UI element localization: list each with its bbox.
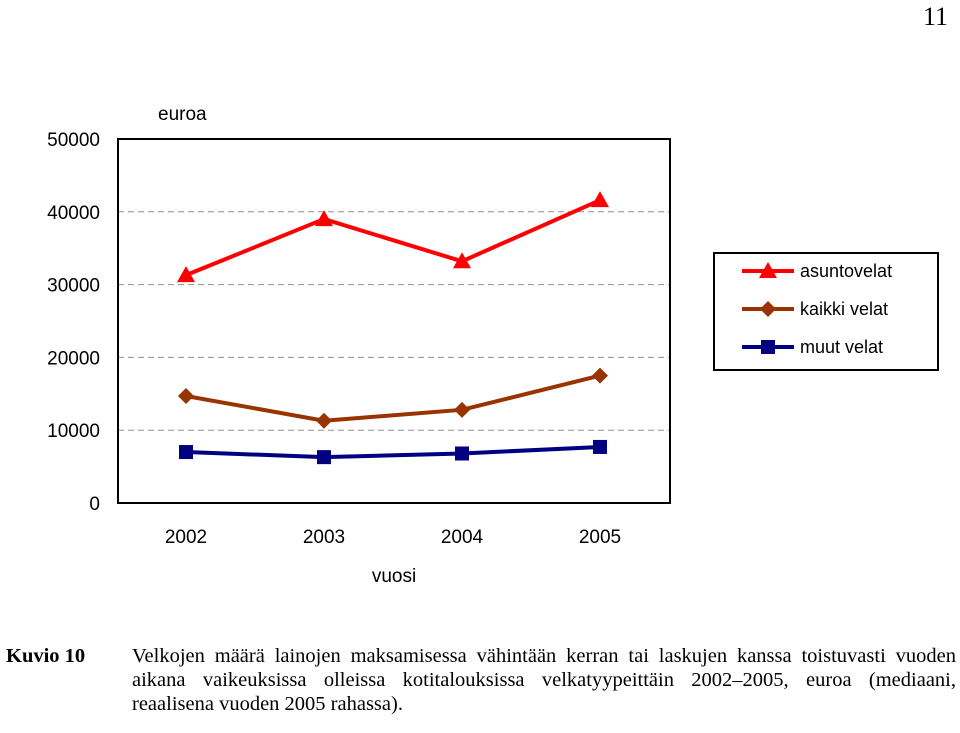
x-tick-label: 2005 xyxy=(579,527,621,548)
x-axis-label: vuosi xyxy=(372,566,416,587)
legend-swatch-marker xyxy=(759,262,777,278)
legend-label: asuntovelat xyxy=(800,261,892,281)
legend-entry: asuntovelat xyxy=(742,261,892,281)
caption-label: Kuvio 10 xyxy=(6,645,86,667)
x-tick-label: 2004 xyxy=(441,527,484,548)
plot-area-frame xyxy=(117,138,671,504)
x-tick-label: 2002 xyxy=(165,527,207,548)
data-point xyxy=(593,439,607,454)
legend-entry: muut velat xyxy=(742,337,883,357)
data-point xyxy=(315,210,333,227)
series-line xyxy=(185,198,601,277)
y-tick-label: 10000 xyxy=(47,421,100,442)
series-line xyxy=(185,373,601,423)
series-muut-velat xyxy=(179,439,607,465)
series-asuntovelat xyxy=(177,191,609,283)
y-tick-labels: 0 10000 20000 30000 40000 50000 xyxy=(47,130,100,515)
legend-swatch-marker xyxy=(761,340,775,354)
data-point xyxy=(179,445,193,460)
legend: asuntovelat kaikki velat muut velat xyxy=(713,252,939,371)
legend-label: muut velat xyxy=(800,337,883,357)
x-tick-label: 2003 xyxy=(303,527,345,548)
caption-text: Velkojen määrä lainojen maksamisessa väh… xyxy=(132,645,956,715)
page-number: 11 xyxy=(922,2,948,31)
x-tick-labels: 2002 2003 2004 2005 xyxy=(165,527,621,548)
series xyxy=(177,191,609,465)
y-tick-label: 30000 xyxy=(47,276,100,297)
y-tick-label: 50000 xyxy=(47,130,100,151)
data-point xyxy=(453,252,471,269)
series-line xyxy=(185,444,601,460)
data-point xyxy=(591,191,609,208)
y-tick-label: 0 xyxy=(89,494,100,515)
data-point xyxy=(592,367,608,384)
legend-swatch-marker xyxy=(760,301,776,317)
y-tick-label: 20000 xyxy=(47,348,100,369)
data-point xyxy=(178,387,194,404)
data-point xyxy=(454,401,470,418)
gridlines xyxy=(118,211,670,431)
data-point xyxy=(316,412,332,429)
legend-label: kaikki velat xyxy=(800,299,888,319)
series-kaikki-velat xyxy=(178,367,608,429)
data-point xyxy=(317,450,331,465)
legend-entry: kaikki velat xyxy=(742,299,888,319)
y-tick-label: 40000 xyxy=(47,203,100,224)
y-axis-label: euroa xyxy=(158,104,207,125)
data-point xyxy=(455,446,469,461)
data-point xyxy=(177,266,195,283)
